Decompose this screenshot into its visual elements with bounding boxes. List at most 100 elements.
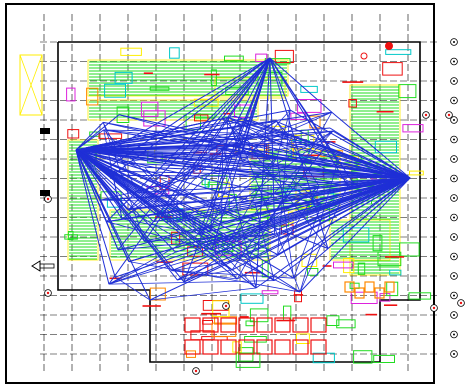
connection-line (223, 111, 332, 149)
room (348, 99, 357, 108)
connection-line (331, 111, 411, 179)
bubble-dot (424, 113, 428, 117)
bubble-dot (453, 138, 455, 141)
bubble-dot (453, 275, 455, 277)
connection-line (276, 157, 294, 279)
connection-line (175, 204, 322, 253)
connection-line (299, 177, 411, 293)
grid-bubble (445, 111, 453, 119)
room (398, 84, 417, 99)
connection-line (106, 186, 320, 222)
bubble-dot (453, 158, 455, 160)
connection-line (299, 185, 349, 293)
bubble-dot (453, 255, 455, 258)
room (255, 53, 268, 62)
bubble-dot (453, 353, 455, 355)
grid-bubble-right (450, 57, 458, 66)
connection-line (276, 121, 320, 187)
office-room (274, 339, 291, 355)
connection-line (231, 119, 251, 129)
room (399, 242, 420, 257)
room (353, 350, 373, 364)
section-mark (40, 190, 50, 196)
connection-line (203, 245, 301, 293)
connection-line (75, 149, 166, 218)
connection-line (112, 175, 123, 219)
connection-line (177, 186, 320, 281)
connection-line (231, 177, 411, 271)
connection-line (209, 149, 224, 232)
room (296, 333, 310, 344)
bubble-dot (453, 99, 455, 102)
connection-line (227, 117, 243, 163)
utility-room (384, 281, 395, 293)
connection-line (255, 57, 271, 289)
connection-line (198, 130, 334, 235)
connection-line (329, 127, 411, 179)
office-room (256, 339, 273, 355)
room (382, 62, 403, 76)
room (201, 175, 228, 186)
bubble-dot (46, 291, 50, 295)
room (255, 184, 272, 198)
connection-line (181, 57, 271, 163)
office-room (220, 317, 237, 333)
connection-line (75, 149, 301, 293)
room (240, 293, 264, 304)
room (377, 251, 402, 267)
room (114, 71, 133, 84)
connection-line (221, 118, 411, 179)
room-tag (209, 153, 221, 156)
office-room (292, 317, 309, 333)
bubble-dot (453, 41, 455, 43)
connection-line (236, 112, 333, 280)
office-room (310, 339, 327, 355)
connection-line (75, 149, 151, 301)
room (385, 49, 412, 55)
connection-line (75, 149, 116, 278)
connection-line (106, 221, 213, 251)
connection-line (106, 57, 271, 153)
connection-line (106, 57, 271, 222)
room-tag (384, 304, 398, 306)
room (307, 268, 319, 276)
connection-line (255, 177, 411, 289)
utility-room (374, 287, 385, 299)
connection-line (249, 57, 271, 121)
grid-bubbles (44, 38, 465, 375)
connection-line (225, 111, 332, 160)
room (333, 261, 354, 269)
connection-line (102, 57, 271, 172)
room (274, 49, 294, 64)
fixture-mark (360, 52, 368, 60)
connection-line (221, 57, 271, 120)
room (194, 114, 209, 122)
bubble-dot (453, 197, 455, 199)
connection-line (75, 149, 320, 188)
grid-bubble (422, 111, 430, 119)
connection-line (75, 149, 123, 220)
room (261, 260, 269, 278)
connection-line (75, 149, 248, 248)
bubble-dot (453, 236, 455, 238)
office-room (220, 339, 237, 355)
room-tag (109, 277, 122, 280)
connection-line (299, 161, 339, 293)
ramp-diagonal (19, 54, 43, 116)
bubble-dot (194, 369, 198, 373)
room (98, 133, 123, 139)
room (86, 87, 99, 106)
room (389, 269, 402, 276)
connection-line (227, 117, 355, 185)
room (235, 352, 261, 368)
room (372, 235, 383, 252)
connection-line (100, 199, 322, 205)
room-tag (376, 110, 394, 113)
utility-room (354, 287, 365, 299)
bubble-dot (453, 333, 455, 336)
connection-line (183, 186, 320, 283)
connection-line (103, 170, 411, 179)
grid-bubble-right (450, 77, 458, 85)
connection-line (121, 218, 231, 241)
room (224, 55, 244, 62)
